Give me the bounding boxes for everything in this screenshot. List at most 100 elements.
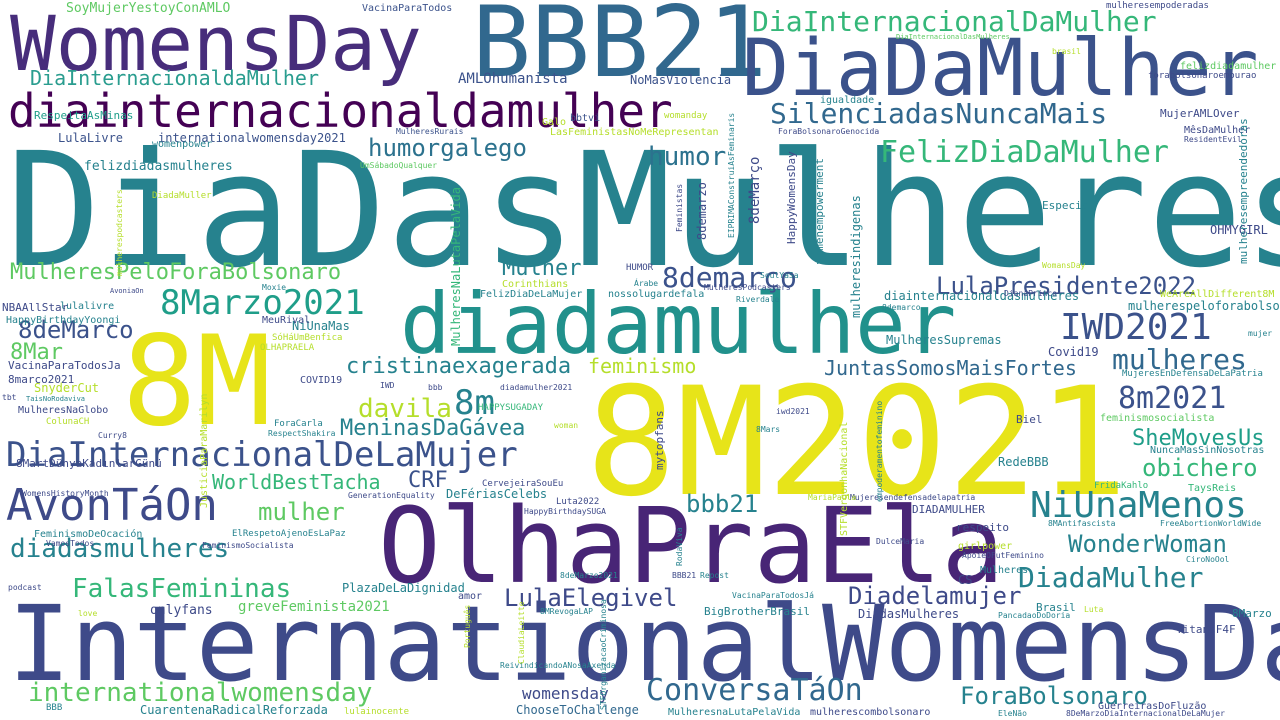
word: feminismosocialista <box>1100 413 1215 424</box>
word: UmSábadoQualquer <box>360 161 438 170</box>
word: MulheresNaGlobo <box>18 405 109 416</box>
word: 8Mar <box>10 340 63 365</box>
word: MulheresPodcasters <box>704 283 791 292</box>
word: STFOrganizacaoCriminosa <box>599 599 608 710</box>
word: diainternacionaldasmulheres <box>884 289 1080 303</box>
word: Feministas <box>675 183 684 232</box>
word: DiadaMuller <box>152 191 212 201</box>
word: AvoniaOn <box>110 287 144 295</box>
word: Árabe <box>634 279 659 288</box>
word: mytopfans <box>653 410 666 470</box>
word: FreeAbortionWorldWide <box>1160 519 1262 528</box>
word: TitansF4F <box>1176 623 1236 636</box>
word: HappyWomensDay <box>785 151 798 244</box>
word: lulainocente <box>344 707 410 717</box>
word: Covid19 <box>1048 345 1099 359</box>
word: ApoieOFutFeminino <box>962 551 1044 560</box>
word: CuarentenaRadicalReforzada <box>140 703 328 717</box>
word: amor <box>458 591 483 602</box>
word: IWD <box>380 381 395 390</box>
word: ElRespetoAjenoEsLaPaz <box>232 529 346 539</box>
word: ForaBolsonaroGenocida <box>778 127 880 136</box>
word: DiaDaMulher <box>742 24 1259 114</box>
word: Português <box>463 604 472 648</box>
word: VamosTodos <box>46 539 95 548</box>
word: DiaInternacionalDaMulher <box>752 5 1157 38</box>
word: RodaViva <box>675 527 684 566</box>
word: 8demarzo <box>695 182 709 240</box>
word: MêsDaMulher <box>1184 125 1251 136</box>
word: TaisNoRodaviva <box>26 395 86 403</box>
word: GuerreirasDoFluzão <box>1098 701 1207 712</box>
word: WorldBestTacha <box>212 470 381 494</box>
word: DiaDasMulheres <box>6 119 1280 303</box>
word: BBB <box>46 703 63 713</box>
word: greveFeminista2021 <box>238 599 390 615</box>
word: LulaElegivel <box>504 584 678 612</box>
word: DianaPrince <box>1004 289 1057 298</box>
word: davila <box>358 394 452 424</box>
word: STFVergonhaNacional <box>839 421 850 536</box>
word: Diadelamujer <box>848 582 1022 610</box>
word: WonderWoman <box>1068 530 1227 558</box>
word: mulherescombolsonaro <box>810 707 931 718</box>
word: SóHáUmBenfica <box>272 333 343 343</box>
word: mulherespodcasters <box>115 189 124 276</box>
word: Brasil <box>1036 601 1076 614</box>
word: ResidentEvil <box>1184 135 1242 144</box>
word: LasFeministasNoMeRepresentan <box>550 127 719 138</box>
word: feminismo <box>588 354 697 378</box>
word: felizdiadamulher <box>1180 61 1277 72</box>
word: humor <box>648 142 727 172</box>
word: 8marco2021 <box>8 373 75 386</box>
word: ClaudiaLeitte <box>517 601 526 664</box>
word: onlyfans <box>150 603 213 618</box>
word: MulheresnaLutaPelaVida <box>668 707 801 718</box>
word: womenpower <box>152 139 213 150</box>
word: WeAreAllDifferent8M <box>1160 289 1275 300</box>
word: Corinthians <box>502 279 569 290</box>
word: ReivindicandoANosaAxenda <box>500 661 616 670</box>
word: 8m <box>454 383 495 423</box>
word: womenempowerment <box>813 158 826 264</box>
word: FelizDiaDeLaMujer <box>480 289 583 300</box>
word: Mulheres <box>980 565 1029 576</box>
word: NoMasViolencia <box>630 73 732 87</box>
word: RespeitaAsMinas <box>34 109 134 122</box>
word: ColunaCH <box>46 417 90 427</box>
word: BigBrotherBrasil <box>704 605 810 618</box>
word: NBAAllStar <box>2 301 69 314</box>
word: DiadaMulher <box>1018 561 1204 594</box>
word: SoulYaSa <box>760 271 799 280</box>
word: JuntasSomosMaisFortes <box>824 356 1077 380</box>
word: 8MartDünyaKadınlarGünü <box>16 457 162 470</box>
word: bbb <box>428 383 443 392</box>
word: SnyderCut <box>34 381 100 395</box>
word: NiUnaMas <box>292 319 350 333</box>
word: EleNão <box>998 709 1027 718</box>
word: mulheres <box>1112 343 1247 376</box>
word: MulheresRurais <box>396 127 464 136</box>
word: CS <box>958 573 973 587</box>
word: mujer <box>1248 329 1273 338</box>
word: Moxie <box>262 283 287 292</box>
word: JusticiaParaMarilyn <box>199 393 210 508</box>
word: diadasmulheres <box>10 534 230 564</box>
word: humorgalego <box>368 134 527 162</box>
word: 8Mars <box>756 425 781 434</box>
word: 8DeMarzoDiaInternacionalDeLaMujer <box>1066 709 1225 718</box>
word: felizdiadasmulheres <box>84 159 233 174</box>
word: MariaPaula <box>808 493 857 502</box>
word: podcast <box>8 583 42 592</box>
word: DiaInternacionalDasMulheres <box>896 33 1010 41</box>
word: FelizDiaDaMulher <box>880 135 1169 170</box>
word: MulheresNaLutaPelaVida <box>449 187 463 346</box>
word: BBB21 <box>472 0 768 100</box>
word: diadamulher2021 <box>500 383 573 392</box>
word: MulheresPeloForaBolsonaro <box>10 260 342 285</box>
word: womanday <box>664 111 708 121</box>
word: HUMOR <box>626 263 654 273</box>
word: 8demarço <box>662 261 797 294</box>
word: 8MAntifascista <box>1048 519 1116 528</box>
